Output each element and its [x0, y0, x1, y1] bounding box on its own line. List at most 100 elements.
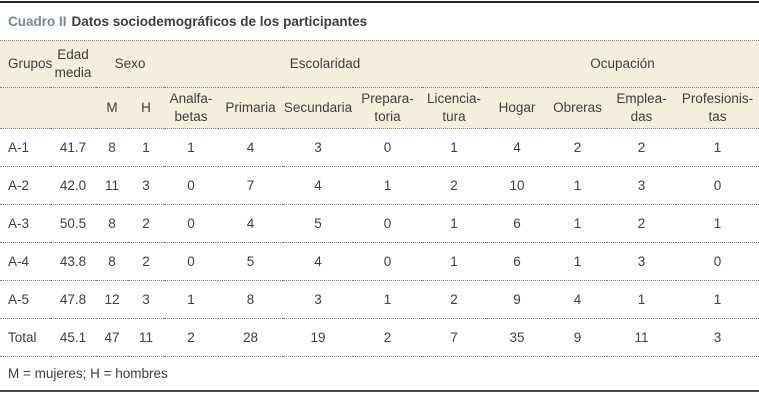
table-cell: 1	[548, 204, 607, 243]
row-label-cell: A-4	[0, 242, 50, 281]
row-label-cell: Total	[0, 318, 50, 357]
row-label-cell: A-1	[0, 128, 50, 167]
table-cell: 5	[283, 204, 353, 243]
table-cell: 9	[548, 318, 607, 357]
table-cell: 2	[422, 280, 486, 319]
table-cell: 4	[218, 204, 283, 243]
table-cell: 0	[353, 128, 422, 167]
header-group-cell: Sexo	[96, 41, 164, 88]
table-cell: 0	[353, 204, 422, 243]
row-label-cell: A-5	[0, 280, 50, 319]
table-row: A-2 42.0 11 3 0 7 4 1 2 10 1 3 0	[0, 166, 759, 205]
header-cell: Hogar	[486, 87, 548, 129]
table-header-row-columns: M H Analfa- betas Primaria Secundaria Prepara…	[0, 87, 759, 129]
table-body: A-1 41.7 8 1 1 4 3 0 1 4 2 2 1 A-2 42.0 11 3 0 7 4 1 2 10 1 3 0 A-…	[0, 128, 759, 357]
table-cell: 6	[486, 204, 548, 243]
table-cell: 1	[422, 242, 486, 281]
table-cell: 47	[96, 318, 128, 357]
table-cell: 1	[422, 128, 486, 167]
table-cell: 3	[607, 166, 676, 205]
table-cell: 7	[422, 318, 486, 357]
table-cell: 3	[128, 280, 164, 319]
table-cell: 0	[164, 166, 218, 205]
table-cell: 10	[486, 166, 548, 205]
table-cell: 1	[676, 280, 759, 319]
table-cell: 0	[676, 242, 759, 281]
table-cell: 35	[486, 318, 548, 357]
table-cell: 1	[676, 128, 759, 167]
table-cell: 2	[353, 318, 422, 357]
table-cell: 0	[164, 242, 218, 281]
row-label-cell: A-2	[0, 166, 50, 205]
table-cell: 3	[676, 318, 759, 357]
table-header-row-groups: Grupos Edad media Sexo Escolaridad Ocupación	[0, 41, 759, 88]
table-cell: 3	[607, 242, 676, 281]
table-cell: 45.1	[50, 318, 96, 357]
table-cell: 12	[96, 280, 128, 319]
header-cell: Analfa- betas	[164, 87, 218, 129]
table-cell: 41.7	[50, 128, 96, 167]
header-cell: Profesionis- tas	[676, 87, 759, 129]
table-header: Grupos Edad media Sexo Escolaridad Ocupación…	[0, 41, 759, 129]
table-cell: 1	[422, 204, 486, 243]
table-row: A-3 50.5 8 2 0 4 5 0 1 6 1 2 1	[0, 204, 759, 243]
table-cell: 3	[283, 280, 353, 319]
row-label-cell: A-3	[0, 204, 50, 243]
header-group-cell: Ocupación	[486, 41, 759, 88]
table-cell: 11	[128, 318, 164, 357]
table-cell: 4	[283, 166, 353, 205]
table-cell: 1	[164, 280, 218, 319]
table-cell: 1	[607, 280, 676, 319]
table-cell: 11	[96, 166, 128, 205]
table-cell: 50.5	[50, 204, 96, 243]
table-cell: 1	[548, 166, 607, 205]
table-cell: 19	[283, 318, 353, 357]
table-title-text: Datos sociodemográficos de los participa…	[71, 14, 368, 29]
table-cell: 1	[164, 128, 218, 167]
header-cell	[0, 87, 50, 129]
table-title-prefix: Cuadro II	[8, 14, 67, 29]
table-cell: 1	[353, 280, 422, 319]
footnote: M = mujeres; H = hombres	[0, 357, 759, 392]
table-title: Cuadro II Datos sociodemográficos de los…	[0, 3, 759, 41]
table-cell: 8	[96, 128, 128, 167]
table-cell: 2	[128, 204, 164, 243]
data-table: Grupos Edad media Sexo Escolaridad Ocupación…	[0, 41, 759, 357]
table-row: A-1 41.7 8 1 1 4 3 0 1 4 2 2 1	[0, 128, 759, 167]
table-cell: 1	[676, 204, 759, 243]
page-container: Cuadro II Datos sociodemográficos de los…	[0, 1, 759, 392]
header-cell: Secundaria	[283, 87, 353, 129]
table-cell: 1	[128, 128, 164, 167]
header-cell: H	[128, 87, 164, 129]
table-cell: 0	[353, 242, 422, 281]
table-cell: 7	[218, 166, 283, 205]
header-group-cell: Escolaridad	[164, 41, 486, 88]
header-cell: Prepara- toria	[353, 87, 422, 129]
table-cell: 5	[218, 242, 283, 281]
table-row: A-4 43.8 8 2 0 5 4 0 1 6 1 3 0	[0, 242, 759, 281]
table-cell: 2	[607, 204, 676, 243]
table-cell: 8	[96, 242, 128, 281]
table-cell: 1	[353, 166, 422, 205]
table-cell: 1	[548, 242, 607, 281]
table-cell: 2	[607, 128, 676, 167]
header-cell: M	[96, 87, 128, 129]
table-cell: 9	[486, 280, 548, 319]
table-cell: 28	[218, 318, 283, 357]
table-cell: 3	[128, 166, 164, 205]
table-cell: 43.8	[50, 242, 96, 281]
header-cell: Licencia- tura	[422, 87, 486, 129]
table-cell: 0	[164, 204, 218, 243]
header-cell	[50, 87, 96, 129]
table-row: Total 45.1 47 11 2 28 19 2 7 35 9 11 3	[0, 318, 759, 357]
header-cell: Obreras	[548, 87, 607, 129]
header-cell: Emplea- das	[607, 87, 676, 129]
table-cell: 2	[422, 166, 486, 205]
table-cell: 4	[486, 128, 548, 167]
table-cell: 47.8	[50, 280, 96, 319]
table-cell: 0	[676, 166, 759, 205]
table-cell: 4	[283, 242, 353, 281]
table-cell: 2	[128, 242, 164, 281]
table-cell: 6	[486, 242, 548, 281]
header-cell: Primaria	[218, 87, 283, 129]
